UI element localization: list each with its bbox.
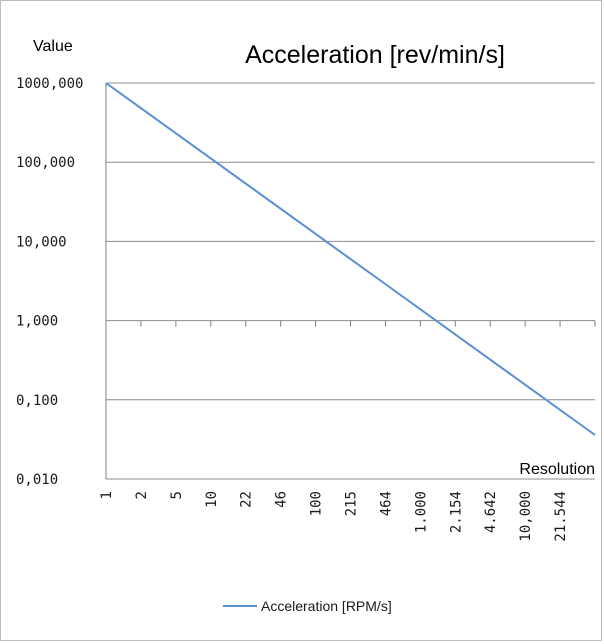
legend-entry-label: Acceleration [RPM/s] (261, 598, 392, 614)
gridlines (105, 82, 596, 480)
x-tick-label: 2 (134, 491, 150, 499)
x-tick-label: 46 (274, 491, 290, 508)
y-tick-label: 10,000 (16, 234, 67, 250)
y-axis-label: Value (33, 38, 73, 55)
legend: Acceleration [RPM/s] (223, 598, 392, 614)
x-tick-label: 2.154 (448, 491, 464, 533)
x-tick-label: 10 (204, 491, 220, 508)
x-tick-label: 10,000 (518, 491, 534, 542)
x-tick-labels: 1 2 5 10 22 46 100 215 464 1.000 2.154 4.642 10,000 2… (99, 491, 569, 542)
x-tick-label: 100 (309, 491, 325, 516)
y-tick-label: 1,000 (16, 314, 58, 330)
y-tick-label: 100,000 (16, 155, 75, 171)
x-tick-label: 21.544 (553, 491, 569, 542)
x-tick-label: 5 (169, 491, 185, 499)
chart-title: Acceleration [rev/min/s] (245, 41, 505, 69)
series-layer (105, 82, 596, 436)
y-tick-label: 0,100 (16, 393, 58, 409)
y-tick-label: 1000,000 (16, 76, 83, 92)
x-axis-label: Resolution (519, 461, 595, 478)
series-line-acceleration (105, 82, 596, 436)
y-tick-label: 0,010 (16, 472, 58, 488)
x-tick-label: 4.642 (483, 491, 499, 533)
y-tick-labels: 1000,000 100,000 10,000 1,000 0,100 0,010 (16, 76, 83, 488)
x-tick-label: 464 (378, 491, 394, 516)
x-tick-label: 1 (99, 491, 115, 499)
x-tick-label: 1.000 (413, 491, 429, 533)
x-tick-label: 22 (239, 491, 255, 508)
x-tick-label: 215 (344, 491, 360, 516)
